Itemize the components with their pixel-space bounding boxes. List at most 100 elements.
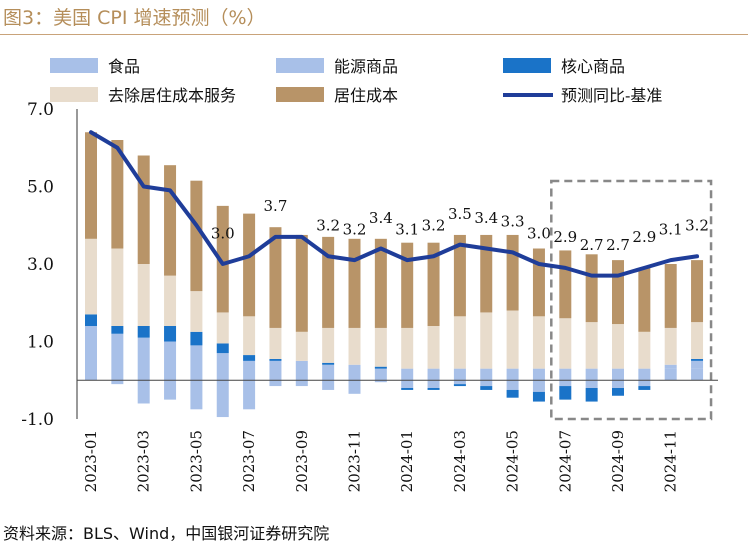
bar-food (506, 368, 519, 381)
bar-shelter (506, 234, 519, 311)
bar-shelter (137, 155, 150, 264)
forecast-data-label: 3.0 (527, 224, 551, 242)
forecast-data-label: 3.1 (659, 220, 683, 238)
bar-core_ex_shelter (638, 331, 651, 369)
bar-core_goods (137, 326, 150, 338)
bar-core_ex_shelter (427, 326, 440, 369)
bar-shelter (638, 267, 651, 332)
forecast-line-layer: 3.03.73.2 3.23.43.1 3.23.5 3.4 3.33.0 2.9 2.7 2… (89, 130, 709, 278)
bar-food (612, 368, 624, 381)
forecast-data-label: 2.7 (606, 236, 630, 254)
bar-core_ex_shelter (374, 327, 387, 367)
x-tick-label: 2023-03 (135, 430, 153, 492)
legend-label-food: 食品 (108, 57, 140, 76)
bar-core_ex_shelter (164, 275, 177, 326)
bar-shelter (269, 227, 282, 328)
chart-title: 图3：美国 CPI 增速预测（%） (3, 7, 266, 29)
forecast-line (89, 130, 700, 278)
bar-core_goods (322, 362, 335, 365)
bar-core_ex_shelter (532, 316, 545, 369)
bar-core_goods (453, 384, 466, 387)
bar-food (322, 364, 335, 381)
forecast-data-label: 3.1 (395, 220, 419, 238)
bar-energy (111, 380, 124, 385)
bar-core_ex_shelter (691, 322, 704, 359)
bar-food (480, 368, 493, 381)
legend-label-forecast: 预测同比-基准 (561, 86, 662, 105)
bar-energy (401, 380, 414, 388)
bar-food (585, 368, 598, 381)
bar-core_goods (506, 389, 519, 398)
bar-core_goods (401, 388, 414, 390)
x-tick-label: 2023-09 (293, 430, 311, 492)
bar-shelter (691, 260, 704, 323)
bar-food (269, 360, 282, 381)
bar-shelter (559, 250, 572, 319)
bar-food (164, 341, 177, 381)
forecast-data-label: 3.4 (474, 209, 498, 227)
bar-core_ex_shelter (295, 331, 308, 361)
bar-shelter (243, 213, 256, 317)
bar-shelter (111, 140, 124, 249)
bar-core_goods (111, 326, 124, 334)
bar-core_goods (691, 358, 704, 361)
bar-food (559, 368, 572, 381)
bar-shelter (401, 242, 414, 328)
bar-energy (137, 380, 150, 404)
bar-core_ex_shelter (137, 264, 150, 326)
forecast-data-label: 3.5 (448, 205, 472, 223)
bar-core_goods (427, 388, 440, 390)
bar-food (638, 368, 651, 381)
bar-shelter (322, 236, 335, 328)
bar-food (85, 326, 97, 381)
forecast-dashed-box (550, 179, 713, 421)
bar-core_goods (638, 386, 651, 390)
forecast-data-label: 2.9 (632, 228, 656, 246)
bar-core_goods (216, 343, 229, 354)
forecast-data-label: 3.2 (316, 217, 340, 235)
bar-energy (216, 380, 229, 418)
y-tick-label: 1.0 (27, 333, 54, 353)
bar-core_ex_shelter (111, 248, 124, 326)
bar-energy (691, 360, 704, 369)
bar-food (427, 368, 440, 381)
bar-core_ex_shelter (348, 327, 361, 365)
bar-shelter (85, 132, 97, 239)
forecast-data-label: 3.7 (264, 197, 288, 215)
forecast-data-label: 3.2 (343, 220, 367, 238)
bar-food (453, 368, 466, 381)
bar-food (348, 364, 361, 381)
bar-food (532, 368, 545, 381)
bar-energy (664, 364, 677, 369)
bar-food (216, 353, 229, 381)
bar-shelter (664, 264, 677, 328)
forecast-box-group (550, 179, 713, 421)
y-axis: 7.0 5.0 3.0 1.0 -1.0 (21, 100, 78, 430)
legend-label-core_ex_shelter: 去除居住成本服务 (108, 86, 236, 105)
bar-food (295, 360, 308, 381)
bar-core_goods (190, 331, 203, 346)
bar-core_ex_shelter (585, 322, 598, 369)
x-tick-label: 2023-01 (82, 430, 100, 492)
bar-core_goods (559, 386, 572, 400)
bar-shelter (348, 238, 361, 328)
bar-shelter (216, 205, 229, 313)
x-tick-label: 2024-05 (504, 430, 522, 492)
bar-food (190, 345, 203, 381)
bar-core_ex_shelter (216, 312, 229, 344)
forecast-data-label: 2.9 (553, 228, 577, 246)
x-tick-label: 2024-01 (398, 430, 416, 492)
bar-shelter (585, 254, 598, 323)
legend-label-energy: 能源商品 (334, 57, 398, 76)
y-tick-label: 7.0 (27, 100, 54, 120)
bar-food (401, 368, 414, 381)
bar-core_goods (85, 314, 97, 326)
bar-core_ex_shelter (453, 316, 466, 369)
bar-energy (190, 380, 203, 410)
bar-core_ex_shelter (612, 324, 624, 369)
bar-shelter (164, 165, 177, 276)
bar-energy (612, 380, 624, 388)
bar-energy (243, 380, 256, 410)
